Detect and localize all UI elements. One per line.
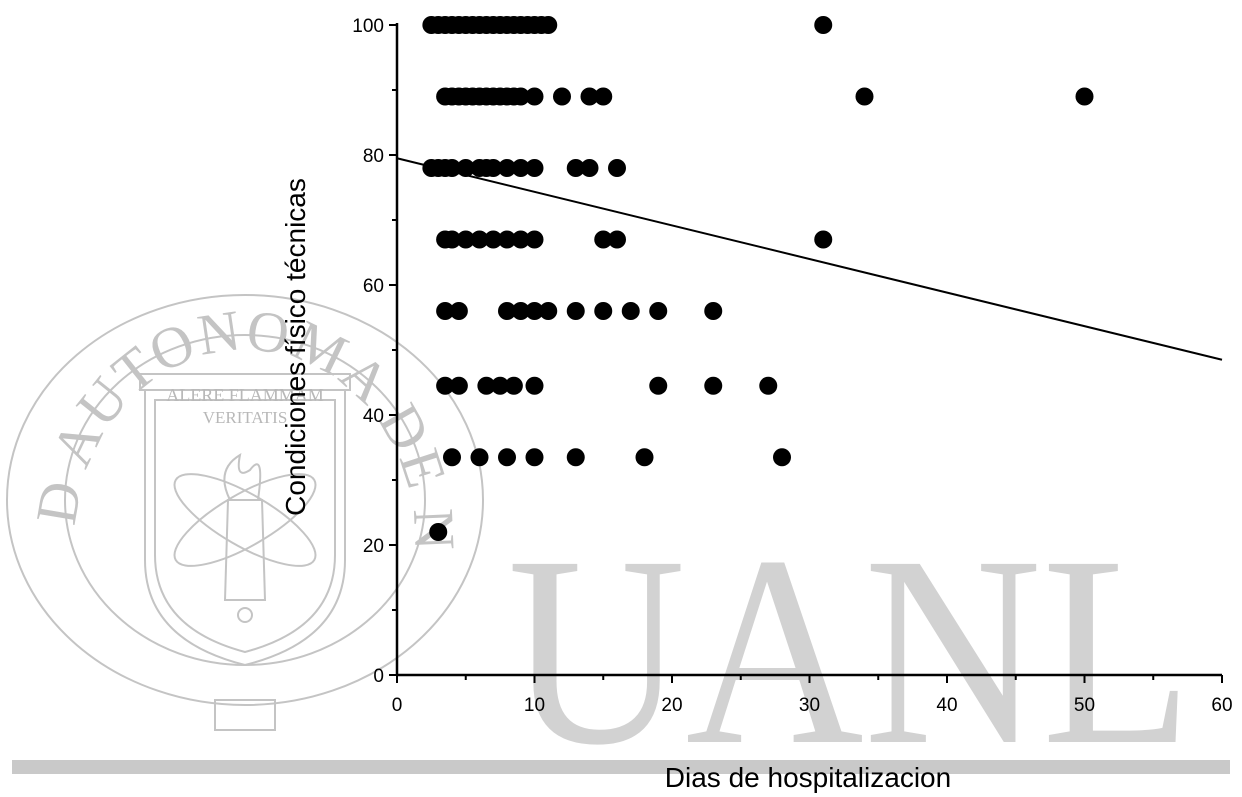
data-point xyxy=(525,159,544,177)
x-tick-label: 60 xyxy=(1211,695,1232,716)
data-point xyxy=(525,302,544,320)
x-tick-label: 10 xyxy=(524,695,545,716)
trend-line-group xyxy=(396,157,1223,361)
y-tick-label: 20 xyxy=(363,536,384,557)
data-point xyxy=(649,376,668,395)
data-point xyxy=(539,16,558,34)
x-tick-label: 50 xyxy=(1074,695,1095,716)
y-tick-label: 40 xyxy=(363,406,384,427)
data-point xyxy=(566,302,585,320)
data-point xyxy=(484,230,503,249)
data-point xyxy=(498,448,516,467)
data-point xyxy=(456,159,475,177)
university-seal xyxy=(6,294,484,731)
data-point xyxy=(1075,87,1094,106)
chart-axes: 0 10 20 30 40 50 60 0 20 40 60 80 100 xyxy=(352,16,1232,716)
data-point xyxy=(498,159,516,177)
data-point xyxy=(580,87,599,106)
seal-motto-line-2: VERITATIS xyxy=(203,408,288,427)
data-point xyxy=(491,376,510,395)
data-point xyxy=(477,376,496,395)
data-point xyxy=(511,230,530,249)
data-point xyxy=(443,448,461,467)
uanl-watermark-letters: UANL xyxy=(508,500,1193,797)
data-point xyxy=(443,230,461,249)
data-point xyxy=(594,87,613,106)
x-tick-label: 30 xyxy=(799,695,820,716)
x-axis-label: Dias de hospitalizacion xyxy=(665,762,951,793)
chart-points xyxy=(422,16,1094,541)
y-tick-label: 0 xyxy=(373,666,384,687)
data-point xyxy=(608,230,626,249)
data-point xyxy=(484,159,503,177)
x-tick-label: 0 xyxy=(392,695,403,716)
seal-motto-line-1: ALERE FLAMMAM xyxy=(166,385,324,405)
y-axis-label: Condiciones físico técnicas xyxy=(280,178,311,516)
data-point xyxy=(814,16,833,34)
data-point xyxy=(429,523,448,541)
data-point xyxy=(511,87,530,106)
data-point xyxy=(621,302,640,320)
data-point xyxy=(456,230,475,249)
data-point xyxy=(855,87,874,106)
data-point xyxy=(704,376,723,395)
data-point xyxy=(525,376,544,395)
data-point xyxy=(553,87,571,106)
data-point xyxy=(511,159,530,177)
trend-line xyxy=(396,157,1223,361)
data-point xyxy=(580,159,599,177)
y-tick-label: 60 xyxy=(363,276,384,297)
data-point xyxy=(498,302,516,320)
data-point xyxy=(511,302,530,320)
data-point xyxy=(704,302,723,320)
data-point xyxy=(773,448,791,467)
data-point xyxy=(594,230,613,249)
watermark-rule xyxy=(12,760,1230,774)
data-point xyxy=(814,230,833,249)
y-tick-label: 100 xyxy=(352,16,384,37)
data-point xyxy=(539,302,558,320)
x-tick-label: 20 xyxy=(661,695,682,716)
data-point xyxy=(635,448,654,467)
y-tick-label: 80 xyxy=(363,146,384,167)
data-point xyxy=(436,302,455,320)
data-point xyxy=(566,159,585,177)
data-point xyxy=(504,376,523,395)
data-point xyxy=(436,376,455,395)
data-point xyxy=(470,448,489,467)
x-tick-label: 40 xyxy=(936,695,957,716)
data-point xyxy=(525,448,544,467)
data-point xyxy=(649,302,668,320)
data-point xyxy=(449,376,468,395)
data-point xyxy=(594,302,613,320)
data-point xyxy=(449,302,468,320)
data-point xyxy=(525,230,544,249)
data-point xyxy=(470,230,489,249)
data-point xyxy=(608,159,626,177)
data-point xyxy=(759,376,778,395)
data-point xyxy=(498,230,516,249)
data-point xyxy=(566,448,585,467)
data-point xyxy=(525,87,544,106)
